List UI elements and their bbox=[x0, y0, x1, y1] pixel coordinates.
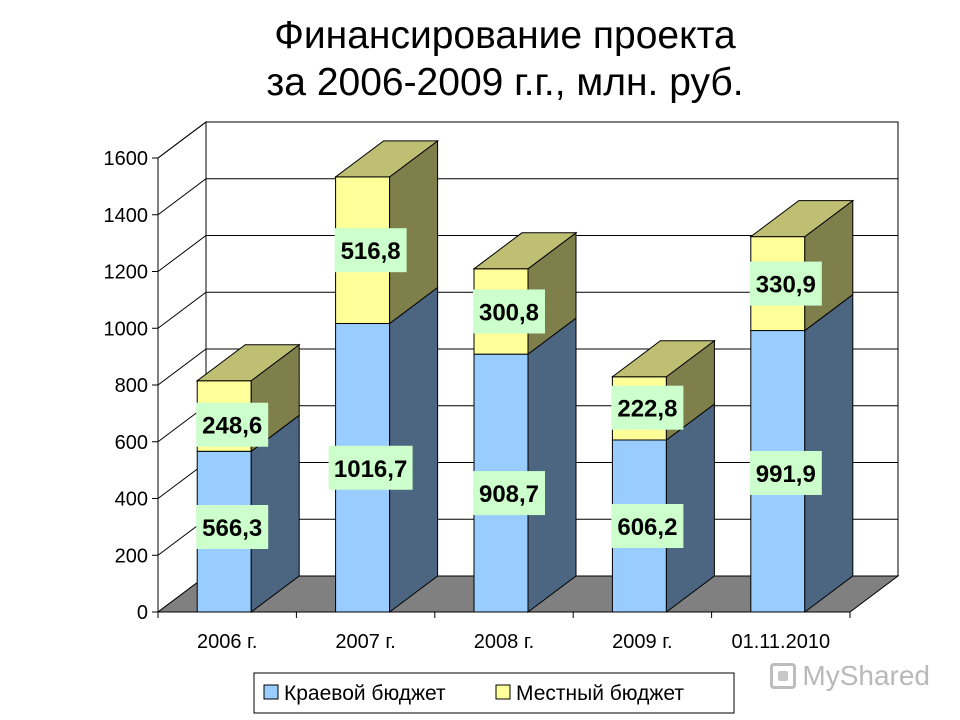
data-label-box bbox=[611, 385, 684, 430]
data-label: 606,2 bbox=[617, 514, 677, 541]
x-tick-label: 2006 г. bbox=[197, 631, 257, 653]
y-tick-label: 1600 bbox=[104, 148, 149, 170]
gridline bbox=[157, 235, 898, 272]
data-label-box bbox=[328, 445, 413, 490]
legend-swatch bbox=[263, 684, 279, 700]
gridline bbox=[157, 121, 898, 159]
y-tick-label: 400 bbox=[115, 489, 148, 511]
x-tick-label: 2007 г. bbox=[335, 631, 395, 653]
y-tick-label: 1000 bbox=[104, 318, 149, 340]
data-label: 248,6 bbox=[202, 413, 262, 440]
legend-box bbox=[253, 672, 735, 714]
y-tick-label: 600 bbox=[115, 432, 148, 454]
data-label-box bbox=[196, 402, 269, 447]
watermark-icon bbox=[770, 663, 797, 689]
x-tick-label: 2009 г. bbox=[612, 631, 672, 653]
data-label: 908,7 bbox=[479, 481, 539, 508]
data-label: 516,8 bbox=[341, 238, 401, 265]
data-label: 566,3 bbox=[202, 515, 262, 542]
legend-label: Краевой бюджет bbox=[284, 682, 446, 705]
data-label-box bbox=[749, 261, 822, 306]
x-tick-label: 01.11.2010 bbox=[731, 631, 830, 653]
y-tick-label: 200 bbox=[115, 545, 148, 567]
watermark-text: MyShared bbox=[802, 660, 930, 691]
data-label-box bbox=[749, 450, 822, 495]
y-tick-label: 1200 bbox=[104, 262, 149, 284]
legend-label: Местный бюджет bbox=[516, 682, 684, 705]
bar-top bbox=[610, 340, 716, 378]
chart-title-line-2: за 2006-2009 г.г., млн. руб. bbox=[266, 61, 744, 104]
data-label: 300,8 bbox=[479, 299, 539, 326]
data-label-box bbox=[473, 289, 545, 334]
data-label: 222,8 bbox=[617, 396, 677, 423]
legend: Краевой бюджет Местный бюджет bbox=[253, 672, 735, 714]
bar-top bbox=[749, 200, 855, 238]
bar-top bbox=[195, 344, 301, 382]
gridline bbox=[157, 178, 898, 216]
data-label-box bbox=[473, 471, 545, 516]
y-tick-label: 1400 bbox=[104, 205, 149, 227]
legend-swatch bbox=[495, 684, 511, 700]
data-label: 1016,7 bbox=[334, 456, 407, 483]
data-label-box bbox=[334, 228, 407, 273]
data-label-box bbox=[611, 503, 684, 548]
watermark: MyShared bbox=[770, 660, 930, 692]
chart-title: Финансирование проекта за 2006-2009 г.г.… bbox=[0, 12, 960, 106]
data-label-box bbox=[196, 505, 269, 549]
y-tick-label: 0 bbox=[137, 602, 148, 624]
chart-title-line-1: Финансирование проекта bbox=[274, 14, 736, 57]
y-tick-label: 800 bbox=[115, 375, 148, 397]
data-label: 330,9 bbox=[756, 272, 816, 299]
gridline bbox=[157, 291, 898, 329]
bar-top bbox=[334, 140, 440, 178]
bar-side bbox=[527, 317, 577, 613]
data-label: 991,9 bbox=[756, 461, 816, 488]
x-tick-label: 2008 г. bbox=[474, 631, 534, 653]
axes: 0 200 400 600 800 1000 1200 1400 1600 2006 г. 2007… bbox=[104, 148, 851, 653]
bar-top bbox=[472, 232, 578, 270]
data-labels: 566,3 248,6 1016,7 516,8 908,7 300,8 606,2 222,… bbox=[196, 228, 822, 549]
